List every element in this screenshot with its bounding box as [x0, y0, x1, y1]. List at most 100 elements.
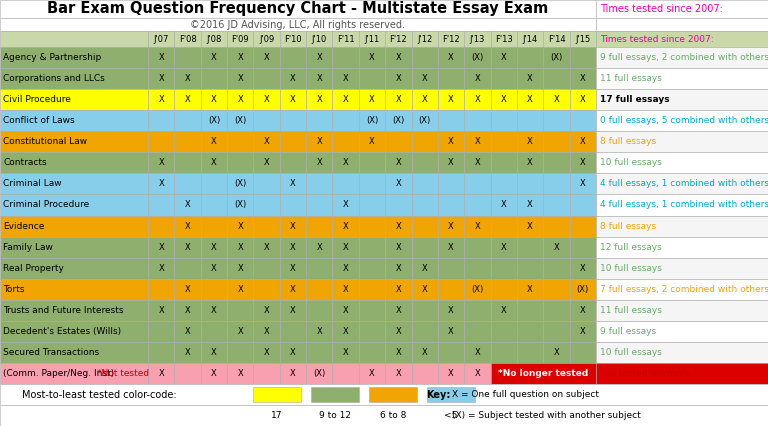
Text: X: X [211, 348, 217, 357]
Bar [359, 258, 386, 279]
Bar [253, 89, 280, 110]
Text: (X): (X) [419, 116, 431, 125]
Bar [386, 47, 412, 68]
Bar [517, 68, 543, 89]
Text: 6 to 8: 6 to 8 [380, 411, 406, 420]
Bar [412, 110, 438, 131]
Bar [412, 363, 438, 384]
Bar [306, 279, 333, 300]
Bar [174, 131, 200, 153]
Text: Agency & Partnership: Agency & Partnership [3, 53, 101, 62]
Text: 10 full essays: 10 full essays [600, 348, 662, 357]
Bar [386, 321, 412, 342]
Bar [200, 258, 227, 279]
Text: X: X [396, 264, 401, 273]
Bar [253, 47, 280, 68]
Text: X: X [263, 242, 270, 252]
Bar [359, 236, 386, 258]
Bar [517, 153, 543, 173]
Text: X: X [396, 285, 401, 294]
Text: 9 full essays: 9 full essays [600, 327, 656, 336]
Bar [227, 363, 253, 384]
Bar [438, 89, 464, 110]
Text: X: X [316, 158, 322, 167]
Bar [174, 153, 200, 173]
Bar [596, 131, 768, 153]
Bar [596, 194, 768, 216]
Text: X: X [501, 242, 507, 252]
Bar [596, 47, 768, 68]
Bar [464, 342, 491, 363]
Bar [438, 321, 464, 342]
Bar [280, 173, 306, 194]
Bar [253, 31, 280, 47]
Text: X: X [343, 222, 349, 230]
Bar [438, 194, 464, 216]
Text: X: X [158, 95, 164, 104]
Text: X: X [211, 369, 217, 378]
Text: X: X [184, 306, 190, 315]
Text: X: X [422, 95, 428, 104]
Text: Conflict of Laws: Conflict of Laws [3, 116, 74, 125]
Bar [359, 47, 386, 68]
Text: X: X [343, 327, 349, 336]
Text: X: X [158, 158, 164, 167]
Bar [543, 194, 570, 216]
Text: X: X [554, 242, 559, 252]
Text: X: X [396, 222, 401, 230]
Text: X: X [580, 95, 586, 104]
Text: X: X [422, 264, 428, 273]
Text: Most-to-least tested color-code:: Most-to-least tested color-code: [22, 389, 177, 400]
Text: F'10: F'10 [284, 35, 302, 43]
Text: X: X [290, 179, 296, 188]
Bar [570, 31, 596, 47]
Bar [280, 342, 306, 363]
Bar [412, 153, 438, 173]
Bar [491, 89, 517, 110]
Text: X: X [422, 285, 428, 294]
Bar [333, 342, 359, 363]
Text: F'14: F'14 [548, 35, 565, 43]
Bar [596, 300, 768, 321]
Text: X: X [158, 74, 164, 83]
Bar [491, 236, 517, 258]
Bar [359, 131, 386, 153]
Bar [596, 236, 768, 258]
Text: X: X [263, 348, 270, 357]
Bar [570, 89, 596, 110]
Text: X: X [528, 137, 533, 146]
Bar [280, 153, 306, 173]
Text: 0 full essays, 5 combined with others: 0 full essays, 5 combined with others [600, 116, 768, 125]
Bar [306, 173, 333, 194]
Text: X: X [290, 306, 296, 315]
Bar [0, 18, 596, 31]
Bar [570, 279, 596, 300]
Text: X: X [263, 327, 270, 336]
Bar [570, 47, 596, 68]
Bar [227, 300, 253, 321]
Text: Not tested anymore: Not tested anymore [600, 369, 690, 378]
Bar [148, 300, 174, 321]
Bar [543, 31, 570, 47]
Bar [491, 194, 517, 216]
Text: X: X [554, 95, 559, 104]
Text: X: X [211, 158, 217, 167]
Text: 8 full essays: 8 full essays [600, 222, 656, 230]
Text: X: X [343, 201, 349, 210]
Text: X: X [343, 348, 349, 357]
Bar [280, 300, 306, 321]
Bar [0, 300, 148, 321]
Bar [359, 279, 386, 300]
Bar [570, 342, 596, 363]
Bar [491, 173, 517, 194]
Text: X: X [290, 242, 296, 252]
Text: X: X [237, 222, 243, 230]
Text: X: X [449, 95, 454, 104]
Bar [464, 321, 491, 342]
Text: Family Law: Family Law [3, 242, 53, 252]
Bar [464, 89, 491, 110]
Bar [412, 321, 438, 342]
Text: X: X [158, 264, 164, 273]
Text: X: X [316, 137, 322, 146]
Bar [464, 31, 491, 47]
